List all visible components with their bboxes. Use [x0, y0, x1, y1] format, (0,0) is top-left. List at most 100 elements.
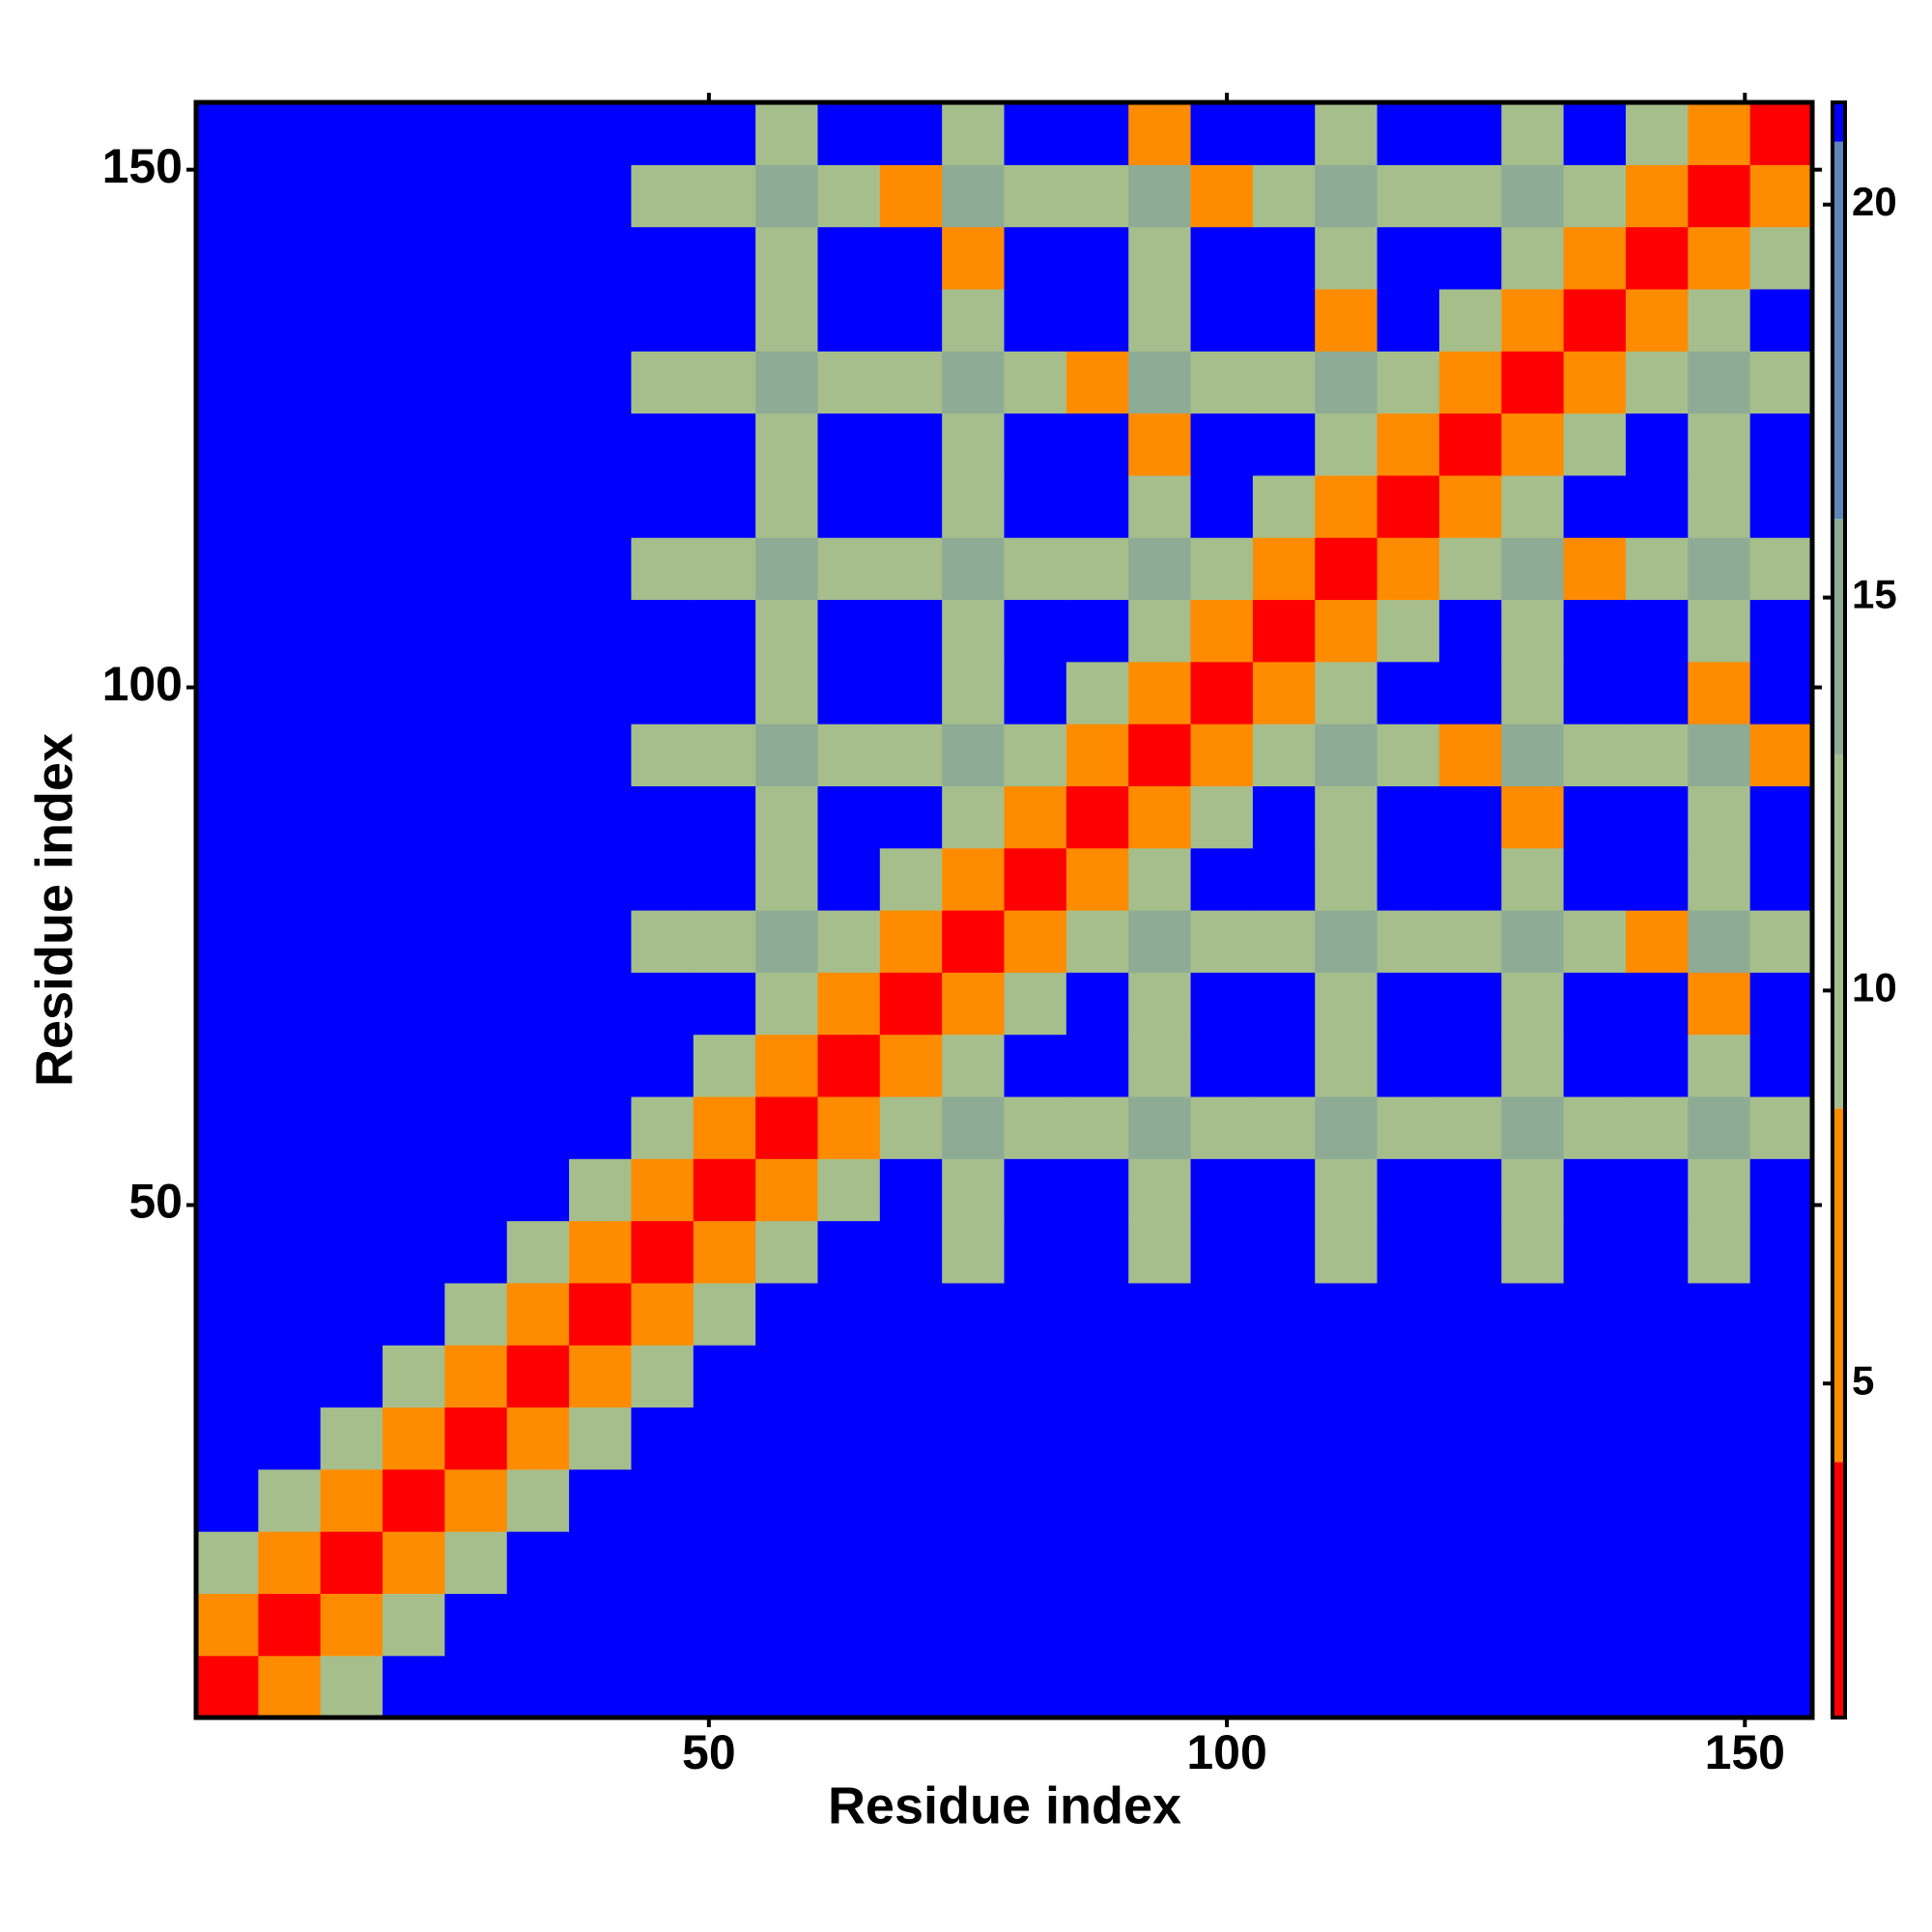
- cell: [196, 1655, 259, 1719]
- cell: [755, 1406, 819, 1470]
- cell: [383, 910, 445, 973]
- cell: [383, 1531, 445, 1594]
- cell: [942, 351, 1006, 414]
- cell: [1065, 1468, 1129, 1532]
- cell: [1438, 1282, 1502, 1346]
- cell: [1004, 102, 1067, 165]
- cell: [1501, 847, 1565, 911]
- cell: [1315, 351, 1378, 414]
- cell: [196, 724, 259, 786]
- cell: [506, 1406, 570, 1470]
- cell: [942, 1095, 1006, 1159]
- cell: [320, 351, 384, 414]
- cell: [1315, 1593, 1378, 1657]
- cell: [569, 1531, 633, 1594]
- cell: [320, 537, 384, 601]
- cell: [1438, 1158, 1502, 1222]
- cell: [1563, 474, 1627, 538]
- cell: [1438, 351, 1502, 414]
- cell: [1749, 288, 1813, 352]
- cell: [942, 288, 1006, 352]
- cell: [1377, 1220, 1440, 1284]
- cell: [1688, 1468, 1751, 1532]
- cell: [1625, 1406, 1689, 1470]
- cell: [755, 288, 819, 352]
- cell: [755, 724, 819, 786]
- cell: [631, 724, 695, 786]
- cell: [506, 1593, 570, 1657]
- cell: [1065, 785, 1129, 849]
- cell: [1004, 1406, 1067, 1470]
- cell: [1128, 1220, 1192, 1284]
- cell: [1128, 847, 1192, 911]
- cell: [1315, 474, 1378, 538]
- cell: [196, 1531, 259, 1594]
- cell: [1190, 1468, 1254, 1532]
- cell: [1501, 1282, 1565, 1346]
- cell: [817, 226, 881, 290]
- cell: [1501, 1531, 1565, 1594]
- cell: [1688, 910, 1751, 973]
- cell: [1563, 661, 1627, 724]
- cell: [1749, 1531, 1813, 1594]
- cell: [1252, 288, 1316, 352]
- cell: [569, 412, 633, 476]
- cell: [320, 599, 384, 663]
- cell: [942, 1220, 1006, 1284]
- cell: [258, 910, 322, 973]
- cell: [383, 102, 445, 165]
- cell: [506, 599, 570, 663]
- cell: [879, 1593, 943, 1657]
- cell: [1563, 351, 1627, 414]
- cell: [383, 288, 445, 352]
- cell: [755, 412, 819, 476]
- cell: [942, 1282, 1006, 1346]
- cell: [1065, 1345, 1129, 1408]
- cell: [1749, 226, 1813, 290]
- cell: [1688, 102, 1751, 165]
- cell: [506, 1282, 570, 1346]
- cell: [506, 474, 570, 538]
- cell: [1190, 1158, 1254, 1222]
- cell: [320, 1345, 384, 1408]
- cell: [1128, 164, 1192, 228]
- cell: [1438, 474, 1502, 538]
- cell: [1625, 102, 1689, 165]
- cell: [1065, 599, 1129, 663]
- cell: [1688, 1095, 1751, 1159]
- cell: [1190, 1282, 1254, 1346]
- cell: [1190, 599, 1254, 663]
- cell: [942, 226, 1006, 290]
- cell: [1688, 661, 1751, 724]
- cell: [444, 226, 508, 290]
- cell: [755, 474, 819, 538]
- cell: [569, 785, 633, 849]
- cell: [1065, 102, 1129, 165]
- x-axis-title: Residue index: [828, 1776, 1181, 1834]
- cell: [1749, 1406, 1813, 1470]
- cell: [1128, 599, 1192, 663]
- cell: [1128, 1531, 1192, 1594]
- cell: [383, 724, 445, 786]
- cell: [320, 1158, 384, 1222]
- cell: [383, 599, 445, 663]
- cell: [1065, 1531, 1129, 1594]
- cell: [1065, 474, 1129, 538]
- cell: [444, 1095, 508, 1159]
- cell: [569, 847, 633, 911]
- cell: [879, 1282, 943, 1346]
- cell: [1438, 288, 1502, 352]
- cell: [1252, 474, 1316, 538]
- cell: [1749, 847, 1813, 911]
- cell: [569, 972, 633, 1036]
- cell: [631, 847, 695, 911]
- colorbar: [1833, 102, 1845, 1718]
- cell: [1128, 972, 1192, 1036]
- cell: [1377, 1468, 1440, 1532]
- cell: [631, 1034, 695, 1097]
- cell: [1315, 1531, 1378, 1594]
- cell: [817, 1345, 881, 1408]
- cell: [444, 1158, 508, 1222]
